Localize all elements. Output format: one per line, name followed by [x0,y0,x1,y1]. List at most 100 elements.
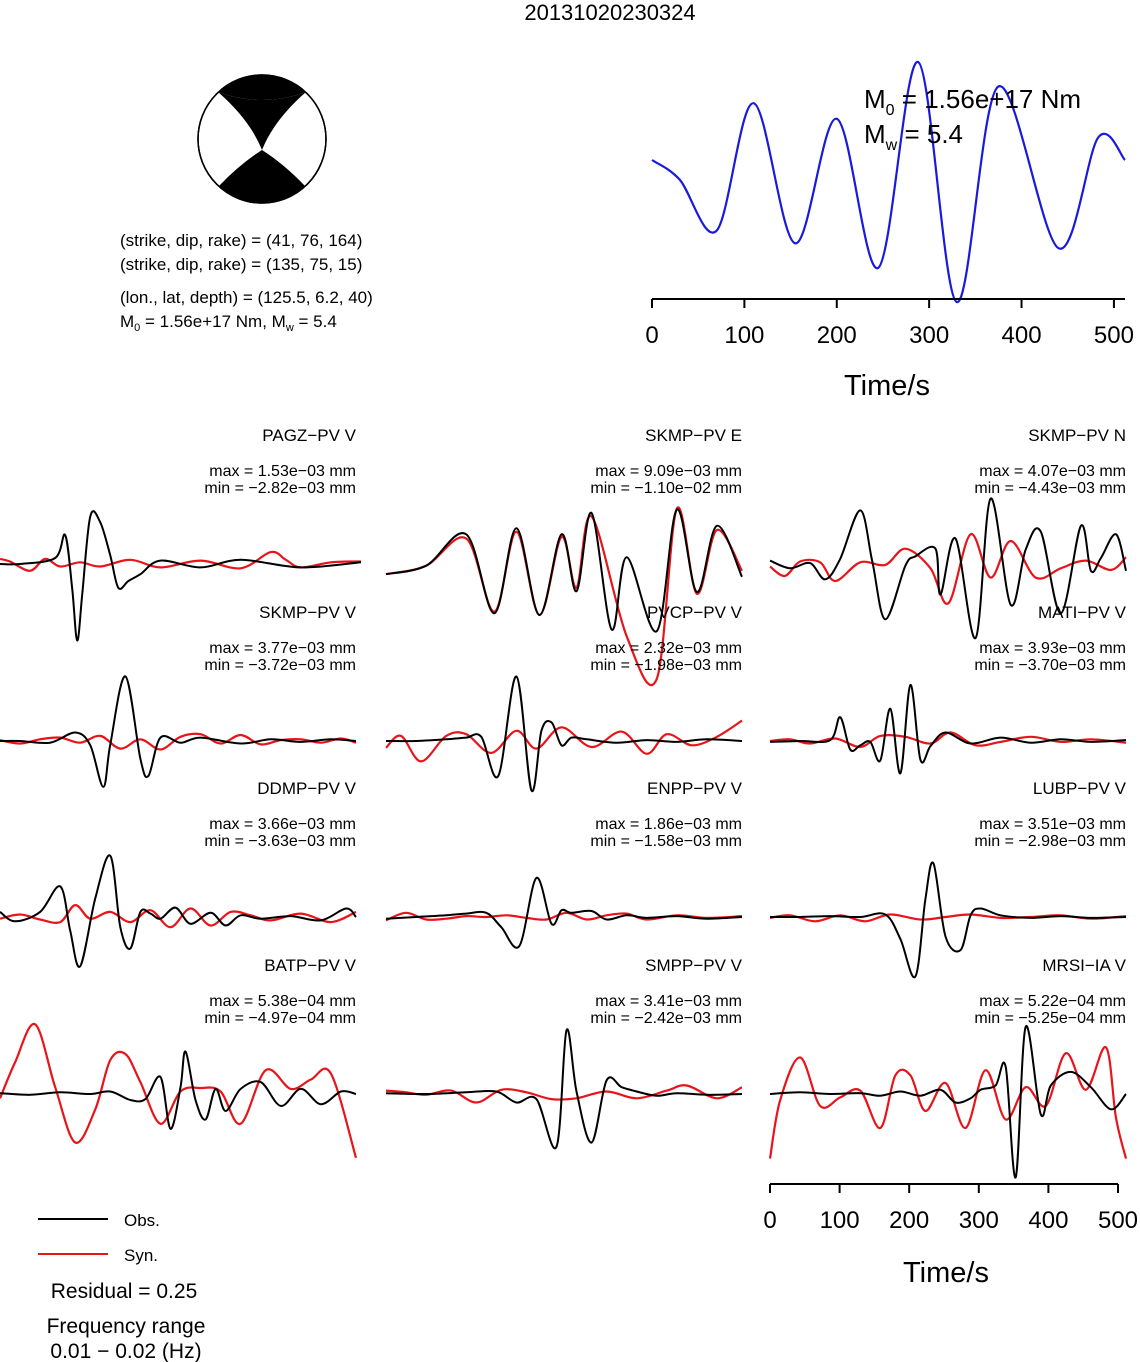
mechanism-info: (strike, dip, rake) = (41, 76, 164) (str… [120,231,373,334]
waveform-x-axis: 0 100 200 300 400 500 [763,1183,1138,1234]
station-label: MRSI−IA V [1042,956,1126,975]
observed-waveform [769,497,1127,640]
wave-axis-tick-label: 200 [889,1207,929,1234]
station-label: SMPP−PV V [645,956,743,975]
station-label: SKMP−PV V [259,603,357,622]
station-max: max = 5.22e−04 mm [979,993,1126,1010]
stf-axis-tick-label: 300 [909,322,949,349]
waveform-x-axis-label: Time/s [903,1257,989,1289]
station-label: LUBP−PV V [1033,779,1127,798]
station-max: max = 1.86e−03 mm [595,816,742,833]
station-min: min = −5.25e−04 mm [974,1010,1126,1027]
stf-x-axis-label: Time/s [844,370,930,402]
frequency-value: 0.01 − 0.02 (Hz) [50,1340,201,1362]
wave-axis-tick-label: 500 [1098,1207,1138,1234]
observed-waveform [0,675,357,788]
observed-waveform [385,876,743,949]
observed-waveform [385,675,743,793]
beachball-icon [197,74,327,204]
observed-waveform [0,1050,357,1130]
station-max: max = 3.41e−03 mm [595,993,742,1010]
mechanism-line-1: (strike, dip, rake) = (41, 76, 164) [120,231,362,250]
figure-title: 20131020230324 [524,0,695,25]
observed-waveform [769,1025,1127,1179]
station-min: min = −1.98e−03 mm [590,657,742,674]
stf-axis-tick-label: 500 [1094,322,1134,349]
station-min: min = −3.63e−03 mm [204,833,356,850]
station-min: min = −2.82e−03 mm [204,480,356,497]
station-min: min = −1.58e−03 mm [590,833,742,850]
observed-waveform [0,854,357,968]
wave-axis-tick-label: 100 [820,1207,860,1234]
synthetic-waveform [768,1046,1128,1159]
observed-waveform [769,861,1127,979]
legend-obs-label: Obs. [124,1211,160,1230]
station-min: min = −4.43e−03 mm [974,480,1126,497]
stf-axis-tick-label: 100 [724,322,764,349]
synthetic-waveform [0,1023,358,1159]
wave-axis-tick-label: 300 [959,1207,999,1234]
station-max: max = 9.09e−03 mm [595,463,742,480]
stf-x-axis: 0 100 200 300 400 500 [645,298,1134,349]
location-line: (lon., lat, depth) = (125.5, 6.2, 40) [120,288,373,307]
station-label: BATP−PV V [264,956,356,975]
station-label: SKMP−PV E [645,426,742,445]
station-label: PAGZ−PV V [262,426,356,445]
stf-mw-label: Mw = 5.4 [864,119,963,154]
station-max: max = 5.38e−04 mm [209,993,356,1010]
stf-axis-tick-label: 400 [1002,322,1042,349]
station-min: min = −4.97e−04 mm [204,1010,356,1027]
observed-waveform [385,508,743,633]
moment-line: M0 = 1.56e+17 Nm, Mw = 5.4 [120,312,337,334]
legend-syn-label: Syn. [124,1246,158,1265]
synthetic-waveform [385,719,743,763]
station-label: ENPP−PV V [647,779,743,798]
station-min: min = −3.70e−03 mm [974,657,1126,674]
station-max: max = 3.77e−03 mm [209,640,356,657]
station-min: min = −3.72e−03 mm [204,657,356,674]
synthetic-waveform [0,550,362,572]
station-max: max = 3.51e−03 mm [979,816,1126,833]
stf-axis-tick-label: 0 [645,322,658,349]
station-min: min = −2.98e−03 mm [974,833,1126,850]
station-label: PVCP−PV V [647,603,743,622]
stf-panel: M0 = 1.56e+17 Nm Mw = 5.4 0 100 200 300 400 5… [645,60,1134,402]
stf-m0-label: M0 = 1.56e+17 Nm [864,84,1081,119]
stf-line [651,60,1126,304]
station-max: max = 3.93e−03 mm [979,640,1126,657]
station-max: max = 3.66e−03 mm [209,816,356,833]
station-label: SKMP−PV N [1028,426,1126,445]
frequency-label: Frequency range [47,1315,206,1338]
legend: Obs. Syn. [38,1211,160,1265]
synthetic-waveform [0,732,357,751]
mechanism-line-2: (strike, dip, rake) = (135, 75, 15) [120,255,362,274]
station-max: max = 4.07e−03 mm [979,463,1126,480]
station-min: min = −1.10e−02 mm [590,480,742,497]
station-min: min = −2.42e−03 mm [590,1010,742,1027]
station-max: max = 2.32e−03 mm [595,640,742,657]
synthetic-waveform [385,911,743,922]
observed-waveform [769,683,1127,775]
station-label: MATI−PV V [1038,603,1127,622]
stf-axis-tick-label: 200 [817,322,857,349]
observed-waveform [0,510,362,642]
wave-axis-tick-label: 400 [1028,1207,1068,1234]
residual-label: Residual = 0.25 [51,1280,198,1303]
station-max: max = 1.53e−03 mm [209,463,356,480]
observed-waveform [385,1028,743,1150]
station-label: DDMP−PV V [257,779,356,798]
